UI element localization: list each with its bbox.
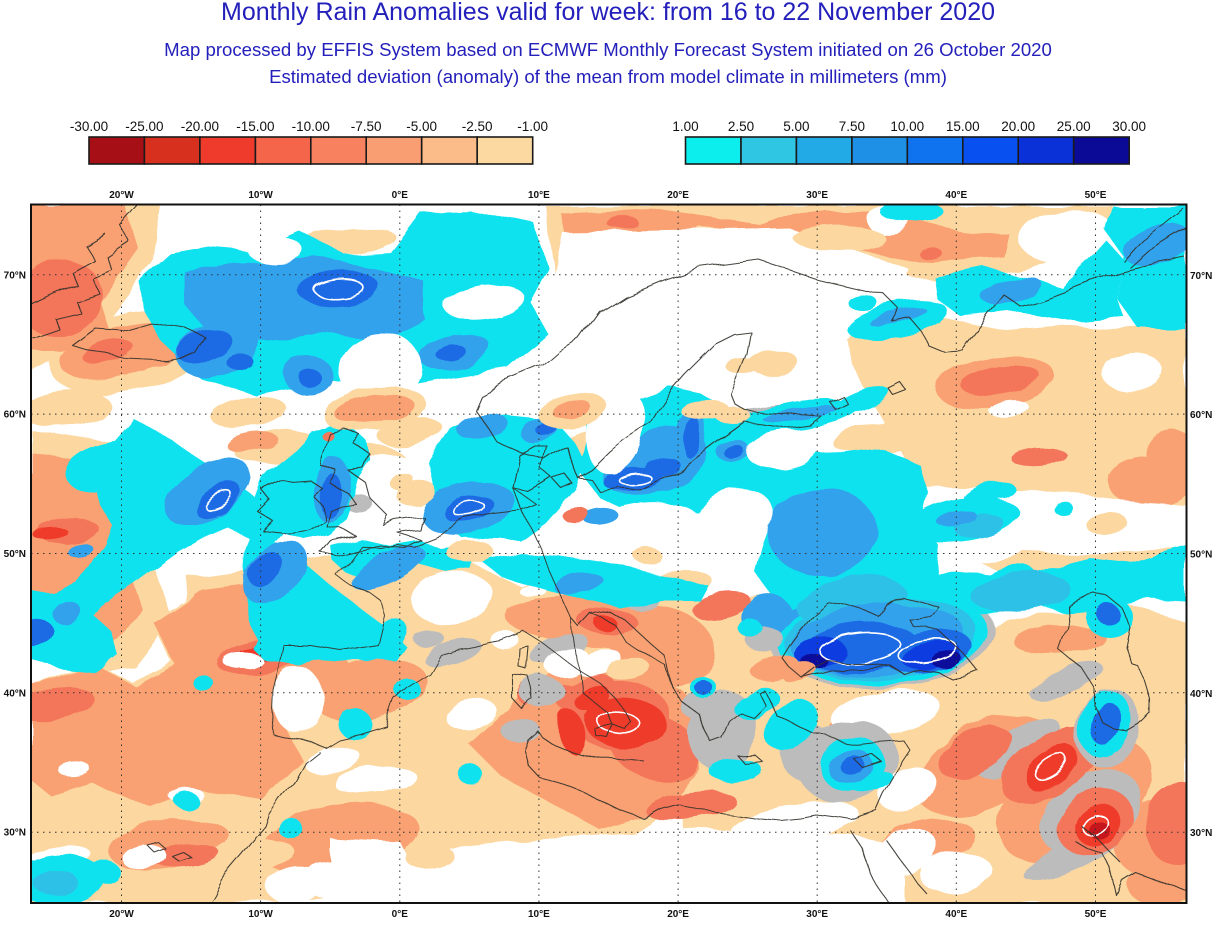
svg-text:0°E: 0°E xyxy=(392,190,409,201)
svg-text:50°N: 50°N xyxy=(1190,550,1212,561)
svg-text:30°N: 30°N xyxy=(1190,828,1212,839)
svg-text:30°N: 30°N xyxy=(4,828,26,839)
svg-text:40°N: 40°N xyxy=(4,688,26,699)
svg-text:-2.50: -2.50 xyxy=(462,119,493,134)
svg-text:-25.00: -25.00 xyxy=(125,119,163,134)
svg-text:30°E: 30°E xyxy=(806,909,828,920)
svg-text:50°E: 50°E xyxy=(1085,190,1107,201)
svg-text:1.00: 1.00 xyxy=(672,119,698,134)
svg-text:50°N: 50°N xyxy=(4,549,26,560)
svg-text:20°E: 20°E xyxy=(667,190,689,201)
svg-text:60°N: 60°N xyxy=(1190,410,1212,421)
svg-text:30.00: 30.00 xyxy=(1112,119,1146,134)
svg-text:40°E: 40°E xyxy=(945,909,967,920)
svg-text:10.00: 10.00 xyxy=(890,119,924,134)
svg-text:10°W: 10°W xyxy=(248,909,273,920)
svg-text:-7.50: -7.50 xyxy=(351,119,382,134)
svg-text:-20.00: -20.00 xyxy=(181,119,219,134)
svg-text:25.00: 25.00 xyxy=(1057,119,1091,134)
svg-text:40°N: 40°N xyxy=(1190,689,1212,700)
svg-text:15.00: 15.00 xyxy=(946,119,980,134)
svg-text:20°W: 20°W xyxy=(109,190,134,201)
svg-text:-10.00: -10.00 xyxy=(292,119,330,134)
svg-text:50°E: 50°E xyxy=(1085,909,1107,920)
svg-text:10°W: 10°W xyxy=(248,190,273,201)
svg-text:5.00: 5.00 xyxy=(783,119,809,134)
svg-text:20.00: 20.00 xyxy=(1001,119,1035,134)
svg-text:-15.00: -15.00 xyxy=(236,119,274,134)
svg-text:-1.00: -1.00 xyxy=(517,119,548,134)
svg-text:7.50: 7.50 xyxy=(839,119,865,134)
svg-text:20°E: 20°E xyxy=(667,909,689,920)
svg-text:70°N: 70°N xyxy=(1190,271,1212,282)
svg-text:20°W: 20°W xyxy=(109,909,134,920)
svg-text:2.50: 2.50 xyxy=(728,119,754,134)
svg-text:0°E: 0°E xyxy=(392,909,409,920)
svg-text:10°E: 10°E xyxy=(528,190,550,201)
svg-text:40°E: 40°E xyxy=(945,190,967,201)
svg-text:-30.00: -30.00 xyxy=(70,119,108,134)
svg-text:70°N: 70°N xyxy=(4,270,26,281)
svg-text:10°E: 10°E xyxy=(528,909,550,920)
svg-text:60°N: 60°N xyxy=(4,410,26,421)
svg-text:-5.00: -5.00 xyxy=(406,119,437,134)
svg-text:30°E: 30°E xyxy=(806,190,828,201)
